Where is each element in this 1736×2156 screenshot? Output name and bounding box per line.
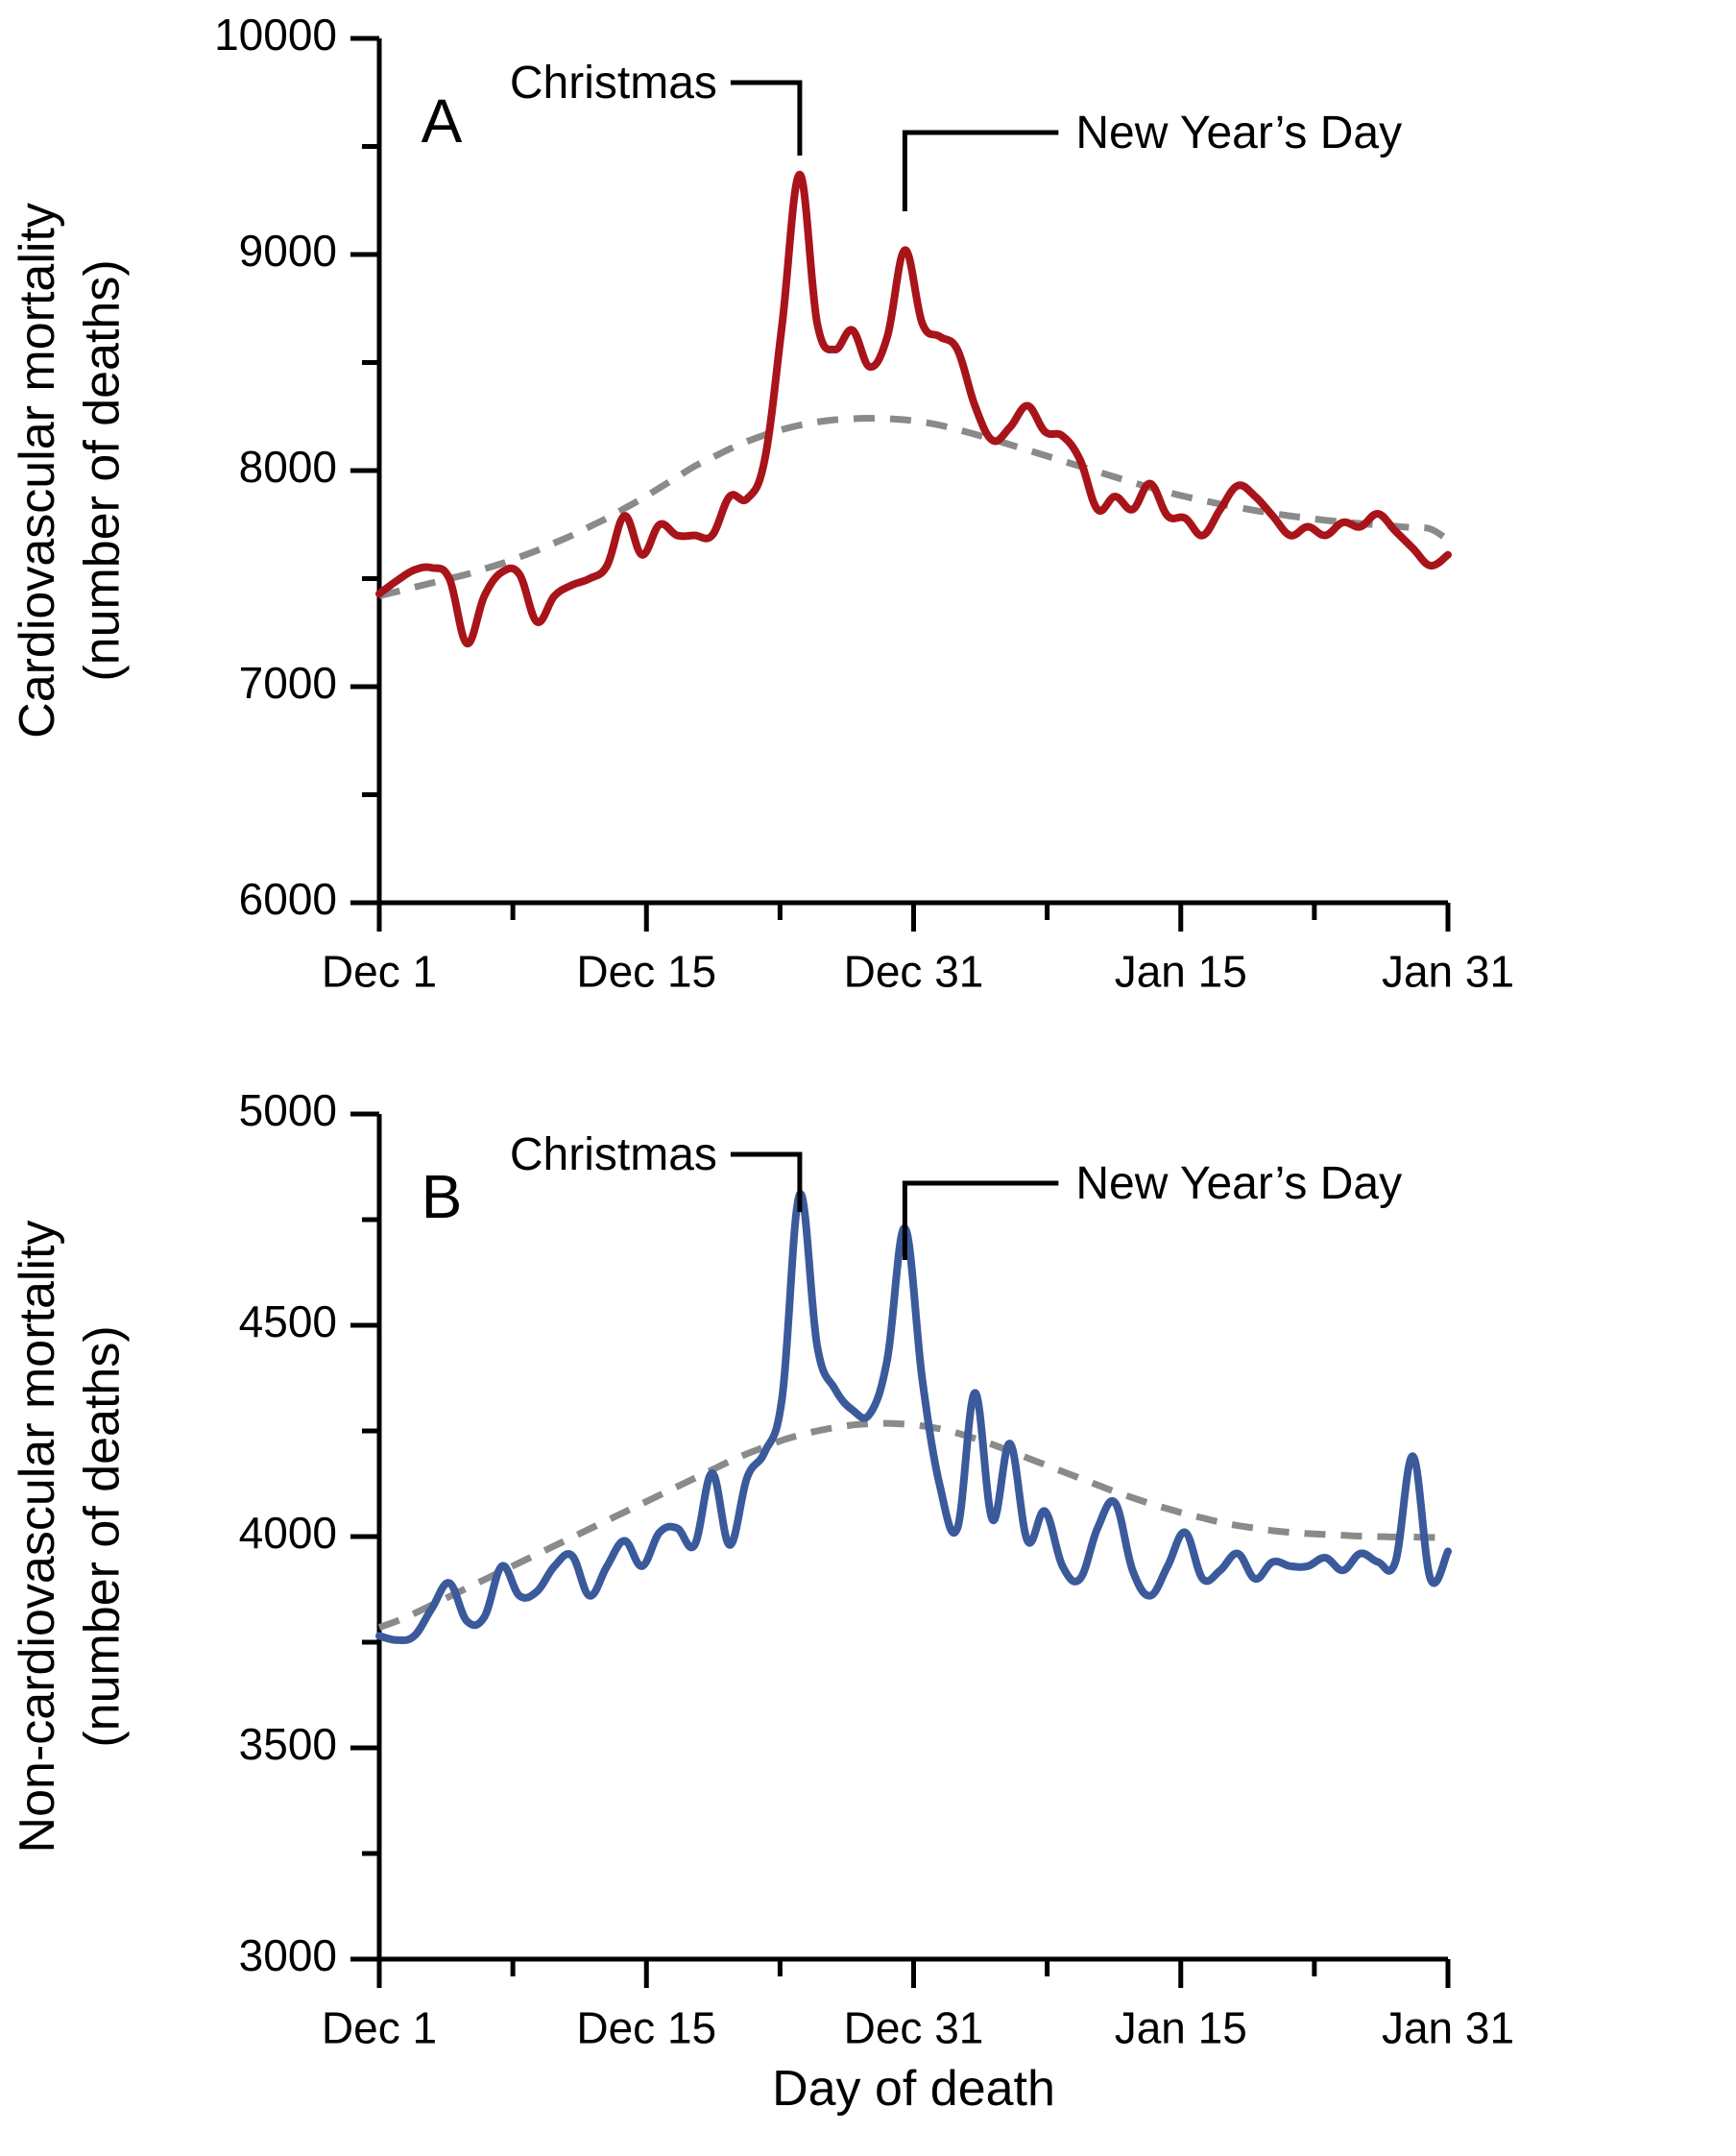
x-tick-label: Dec 15 [576, 2003, 716, 2053]
y-axis-title-line2: (number of deaths) [74, 259, 130, 681]
y-axis-title-line1: Cardiovascular mortality [10, 203, 65, 739]
y-axis-title-b: Non-cardiovascular mortality (number of d… [10, 1221, 131, 1853]
y-tick-label: 4500 [239, 1296, 337, 1346]
x-tick-label: Jan 15 [1115, 2003, 1247, 2053]
christmas-leader-line [730, 1151, 803, 1212]
panel-b: 3000 3500 4000 4500 5000 Dec 1 Dec 15 Dec 31 Jan… [239, 1085, 1514, 2052]
y-tick-label: 8000 [239, 442, 337, 492]
trend-line-a [378, 415, 1450, 599]
x-tick-label: Jan 31 [1382, 2003, 1514, 2053]
panel-letter-a: A [422, 86, 463, 156]
x-tick-label: Dec 1 [322, 947, 437, 997]
y-tick-label: 7000 [239, 658, 337, 708]
y-tick-label: 5000 [239, 1085, 337, 1135]
x-tick-label: Jan 31 [1382, 947, 1514, 997]
y-axis-title-a: Cardiovascular mortality (number of death… [10, 203, 131, 739]
x-axis-title: Day of death [772, 2061, 1055, 2117]
data-line-b [375, 1190, 1452, 1645]
y-tick-label: 3500 [239, 1719, 337, 1769]
y-tick-label: 4000 [239, 1508, 337, 1558]
x-tick-label: Dec 1 [322, 2003, 437, 2053]
y-axis-title-line2: (number of deaths) [74, 1325, 130, 1747]
trend-line-b [377, 1419, 1449, 1631]
christmas-annotation-label: Christmas [510, 58, 717, 109]
y-tick-label: 6000 [239, 874, 337, 924]
christmas-annotation-label: Christmas [510, 1129, 717, 1180]
x-tick-label: Dec 31 [844, 2003, 984, 2053]
x-tick-label: Dec 15 [576, 947, 716, 997]
x-tick-label: Dec 31 [844, 947, 984, 997]
y-tick-label: 3000 [239, 1930, 337, 1980]
new-years-day-annotation-label: New Year’s Day [1075, 1158, 1402, 1209]
new-years-day-leader-line [902, 130, 1059, 211]
panel-a: 6000 7000 8000 9000 10000 Dec 1 Dec 15 Dec 31 Ja… [214, 10, 1514, 996]
new-years-day-annotation-label: New Year’s Day [1075, 108, 1402, 158]
y-tick-label: 9000 [239, 226, 337, 276]
christmas-leader-line [730, 80, 803, 156]
panel-letter-b: B [422, 1162, 463, 1231]
new-years-day-leader-line [902, 1180, 1059, 1260]
x-tick-label: Jan 15 [1115, 947, 1247, 997]
y-tick-label: 10000 [214, 10, 337, 60]
data-line-a [375, 170, 1452, 648]
y-axis-title-line1: Non-cardiovascular mortality [10, 1221, 65, 1853]
